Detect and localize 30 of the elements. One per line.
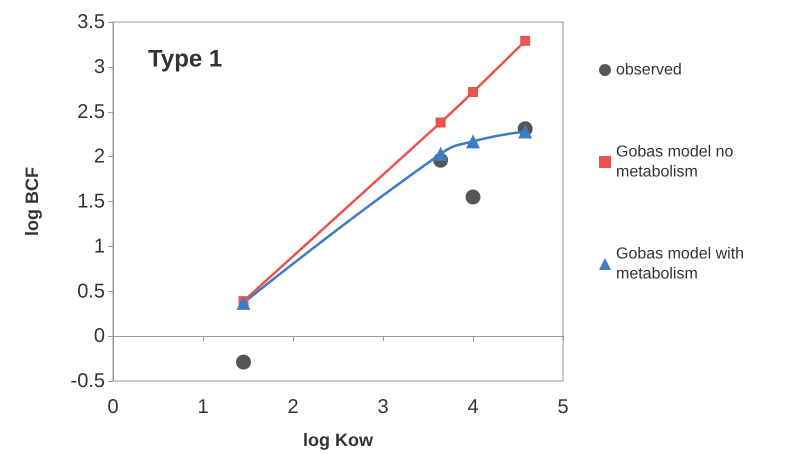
y-tick-label: 2.5: [77, 100, 105, 123]
point: [518, 124, 532, 138]
y-tick-label: 3: [94, 56, 105, 78]
legend-label: Gobas model with metabolism: [616, 246, 749, 282]
y-tick-label: 0.5: [77, 280, 105, 302]
y-tick-label: 1.5: [77, 190, 105, 212]
legend-label: observed: [616, 62, 682, 78]
y-tick-label: 3.5: [77, 11, 105, 33]
point: [466, 134, 480, 148]
y-axis-title: log BCF: [22, 167, 42, 236]
x-tick-label: 4: [467, 396, 479, 418]
text: Type 1: [148, 46, 222, 72]
point: [436, 118, 446, 128]
y-tick-label: -0.5: [70, 370, 105, 392]
legend-label: Gobas model no metabolism: [616, 144, 738, 180]
x-tick-label: 0: [107, 396, 119, 418]
point: [236, 296, 250, 310]
x-axis-title: log Kow: [303, 430, 374, 450]
y-tick-label: 1: [94, 235, 105, 258]
point: [520, 36, 530, 46]
y-tick-label: 2: [94, 146, 105, 168]
point: [434, 146, 448, 161]
x-tick-label: 5: [557, 396, 569, 418]
point: [466, 190, 480, 205]
point: [236, 354, 251, 370]
x-tick-label: 2: [287, 396, 299, 418]
y-tick-label: 0: [94, 325, 105, 348]
x-tick-label: 3: [377, 396, 389, 418]
point: [468, 87, 478, 98]
x-tick-label: 1: [197, 396, 209, 418]
